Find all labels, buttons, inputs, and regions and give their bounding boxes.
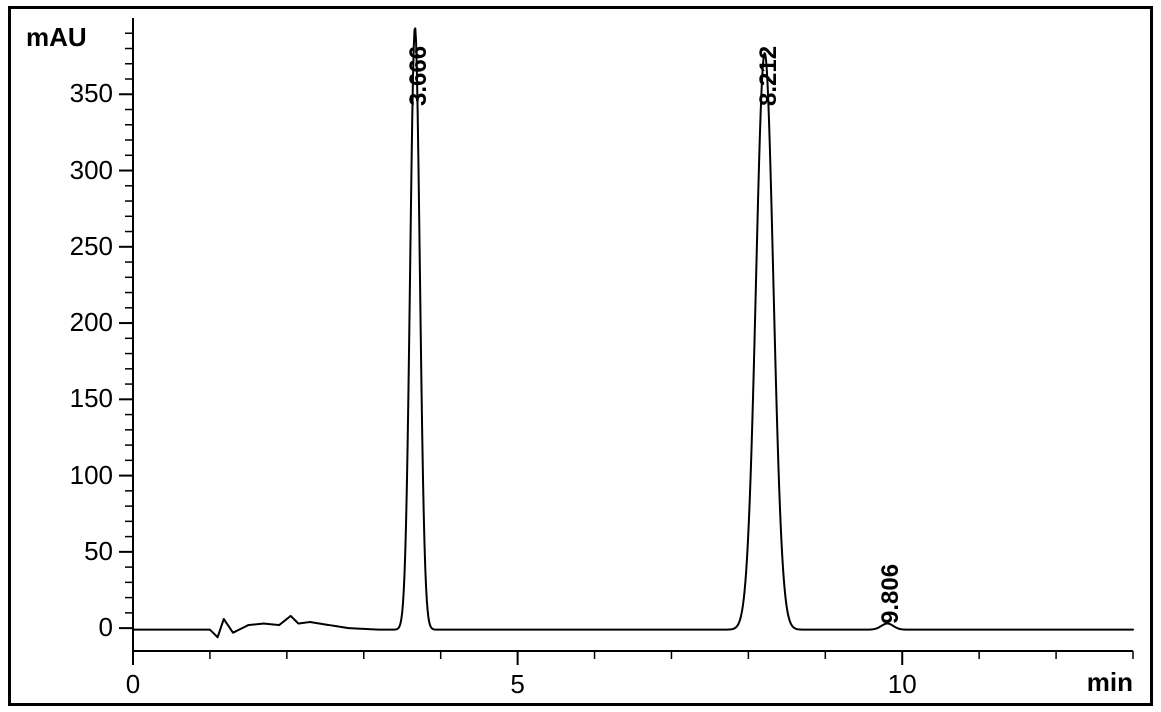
peak-rt-label: 9.806 <box>877 564 905 624</box>
y-tick-label: 250 <box>70 231 113 262</box>
y-tick-label: 100 <box>70 460 113 491</box>
x-tick-label: 0 <box>113 669 153 700</box>
y-tick-label: 200 <box>70 307 113 338</box>
peak-rt-label: 3.666 <box>405 46 433 106</box>
y-tick-label: 0 <box>99 612 113 643</box>
y-tick-label: 300 <box>70 155 113 186</box>
chromatogram-chart: mAU min 050100150200250300350 0510 3.666… <box>8 6 1153 706</box>
y-tick-label: 350 <box>70 78 113 109</box>
x-tick-label: 10 <box>882 669 922 700</box>
peak-rt-label: 8.212 <box>755 46 783 106</box>
x-tick-label: 5 <box>498 669 538 700</box>
y-tick-label: 50 <box>84 536 113 567</box>
chart-svg <box>8 6 1153 706</box>
y-tick-label: 150 <box>70 383 113 414</box>
